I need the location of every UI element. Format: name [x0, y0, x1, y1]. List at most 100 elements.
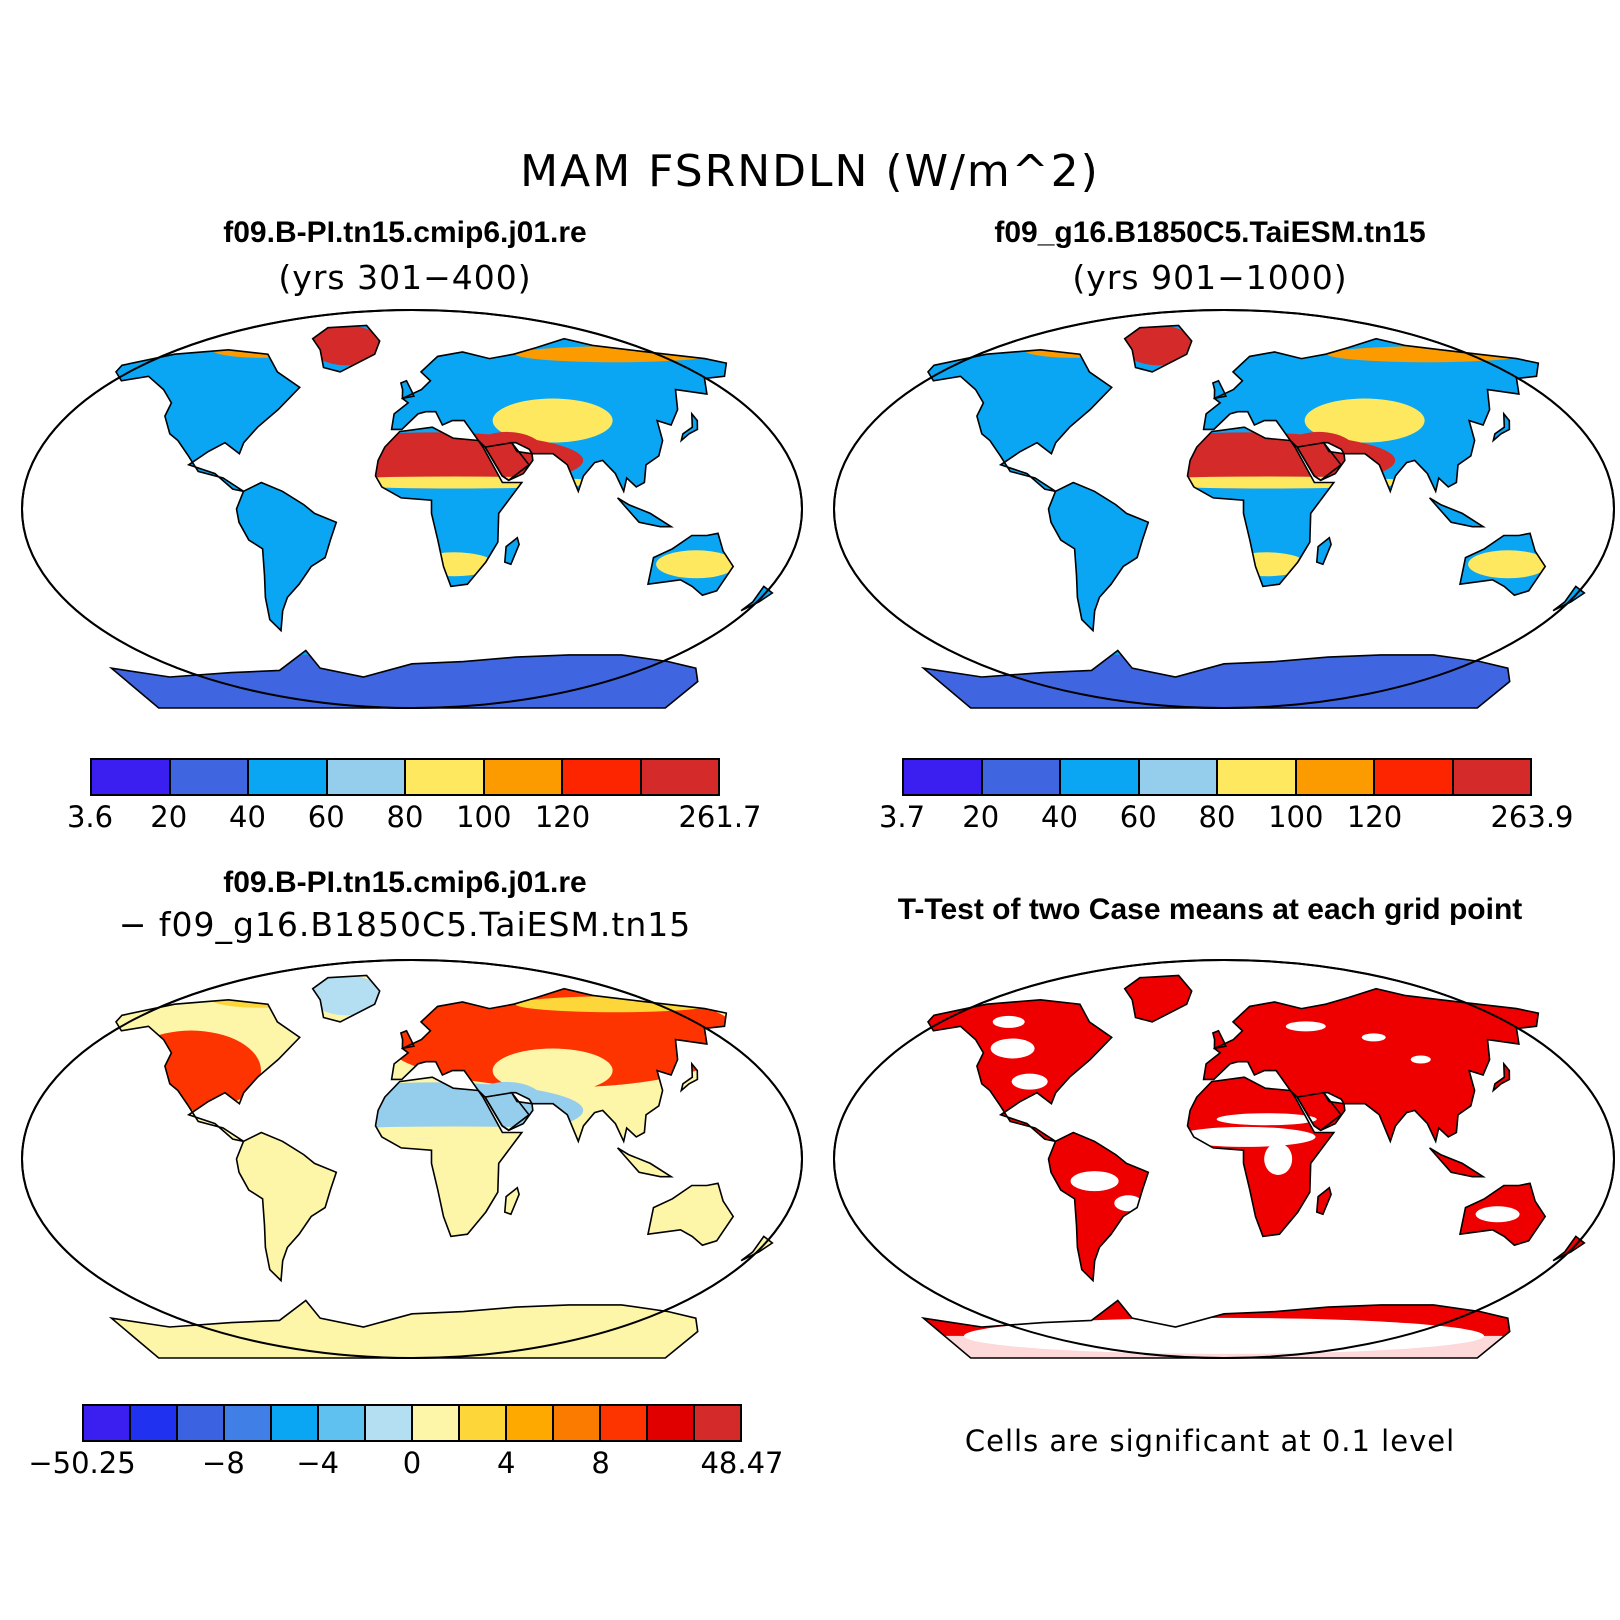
- coastline-africa: [1186, 1076, 1336, 1238]
- coastline-antarctica: [108, 1299, 699, 1359]
- coastline-australia: [1458, 532, 1547, 597]
- colorbar-tick-label: 3.7: [878, 800, 926, 834]
- insignificant-patch: [1475, 1206, 1520, 1223]
- colorbar-tick-label: 3.6: [66, 800, 114, 834]
- coastline-australia: [1458, 1182, 1547, 1247]
- coastline-arabia: [1295, 1091, 1346, 1132]
- greenland-patch: [1122, 325, 1195, 366]
- insignificant-patch: [1011, 1073, 1048, 1090]
- coastline-madagascar: [503, 536, 520, 566]
- colorbar-tick-label: 20: [962, 800, 1000, 834]
- colorbar-tick-label: 8: [591, 1446, 610, 1480]
- coastline-north_america: [927, 348, 1113, 493]
- colorbar-swatch: [1218, 760, 1297, 794]
- panel2-subtitle: (yrs 901−1000): [1072, 258, 1348, 297]
- colorbar-tick-label: −8: [202, 1446, 245, 1480]
- australia-patch: [656, 550, 737, 579]
- map-panel-diff: [21, 959, 803, 1359]
- coastline-japan: [1491, 411, 1511, 443]
- panel4-title: T-Test of two Case means at each grid po…: [897, 893, 1523, 926]
- coastline-africa: [1186, 426, 1336, 588]
- central-asia-patch: [1304, 398, 1425, 443]
- colorbar-swatch: [178, 1406, 225, 1440]
- coastline-newzealand: [1552, 585, 1586, 612]
- coastline-greenland: [311, 324, 381, 373]
- colorbar-tick-label: 40: [229, 800, 266, 834]
- coastline-north_america: [115, 348, 301, 493]
- coastline-south_america: [235, 1131, 338, 1283]
- coastline-japan: [1491, 1061, 1511, 1093]
- globe-border: [833, 309, 1615, 709]
- coastline-eurasia: [390, 337, 728, 494]
- central-asia-patch: [492, 398, 613, 443]
- colorbar-swatch: [1296, 760, 1375, 794]
- australia-patch: [656, 1200, 737, 1229]
- australia-patch: [1468, 550, 1549, 579]
- colorbar-swatch: [1453, 760, 1530, 794]
- coastline-newzealand: [740, 1235, 774, 1262]
- coastline-madagascar: [1315, 1186, 1332, 1216]
- coastline-eurasia: [390, 987, 728, 1144]
- eurasia-patch: [381, 987, 742, 1088]
- colorbar-tick-label: 80: [1198, 800, 1236, 834]
- central-asia-patch: [492, 1048, 613, 1093]
- coastline-antarctica: [108, 649, 699, 709]
- coastline-south_america: [1047, 481, 1150, 633]
- coastline-arabia: [483, 1091, 534, 1132]
- colorbar-swatch: [1061, 760, 1140, 794]
- coastline-africa: [374, 426, 524, 588]
- colorbar-tick-label: 48.47: [700, 1446, 784, 1480]
- coastline-indonesia: [1428, 497, 1486, 528]
- coastline-africa: [374, 1076, 524, 1238]
- colorbar-swatch: [225, 1406, 272, 1440]
- colorbar-swatch: [366, 1406, 413, 1440]
- colorbar-tick-label: 60: [307, 800, 345, 834]
- eurasia-patch: [1193, 337, 1554, 438]
- coastline-indonesia: [616, 497, 674, 528]
- map-panel-case1: [21, 309, 803, 709]
- colorbar-swatch: [601, 1406, 648, 1440]
- insignificant-patch: [1410, 1055, 1431, 1064]
- coastline-south_america: [235, 481, 338, 633]
- panel1-subtitle: (yrs 301−400): [278, 258, 532, 297]
- coastline-indonesia: [1428, 1147, 1486, 1178]
- coastline-uk: [1211, 1029, 1228, 1050]
- colorbar-swatch: [904, 760, 983, 794]
- colorbar-swatch: [695, 1406, 740, 1440]
- coastline-greenland: [1123, 324, 1193, 373]
- colorbar-swatch: [641, 760, 718, 794]
- coastline-arabia: [1295, 441, 1346, 482]
- antarctica-patch: [111, 654, 773, 708]
- colorbar-tick-label: 100: [456, 800, 512, 834]
- globe-border: [21, 959, 803, 1359]
- coastline-south_america: [1047, 1131, 1150, 1283]
- insignificant-patch: [992, 1015, 1025, 1028]
- coastline-north_america: [927, 998, 1113, 1143]
- greenland-patch: [310, 975, 383, 1016]
- coastline-australia: [646, 532, 735, 597]
- insignificant-patch: [1114, 1195, 1143, 1212]
- colorbar-swatch: [648, 1406, 695, 1440]
- antarctica-patch: [111, 1304, 773, 1358]
- coastline-north_america: [115, 998, 301, 1143]
- panel3-title: f09.B-PI.tn15.cmip6.j01.re: [223, 866, 587, 899]
- colorbar-swatch: [272, 1406, 319, 1440]
- main-title: MAM FSRNDLN (W/m^2): [520, 146, 1100, 197]
- colorbar-swatch: [982, 760, 1061, 794]
- globe-border: [833, 959, 1615, 1359]
- colorbar-tick-label: 0: [402, 1446, 422, 1480]
- colorbar-case1: [90, 758, 720, 796]
- insignificant-patch: [1264, 1143, 1293, 1175]
- colorbar-tick-label: 4: [497, 1446, 516, 1480]
- colorbar-swatch: [554, 1406, 601, 1440]
- colorbar-tick-label: −50.25: [28, 1446, 136, 1480]
- colorbar-swatch: [170, 760, 249, 794]
- colorbar-swatch: [327, 760, 406, 794]
- coastline-greenland: [1123, 974, 1193, 1023]
- eurasia-patch: [381, 337, 742, 438]
- insignificant-patch: [1070, 1171, 1119, 1192]
- colorbar-tick-label: 120: [1346, 800, 1403, 834]
- antarctica-patch: [923, 654, 1585, 708]
- colorbar-swatch: [507, 1406, 554, 1440]
- coastline-antarctica: [920, 649, 1511, 709]
